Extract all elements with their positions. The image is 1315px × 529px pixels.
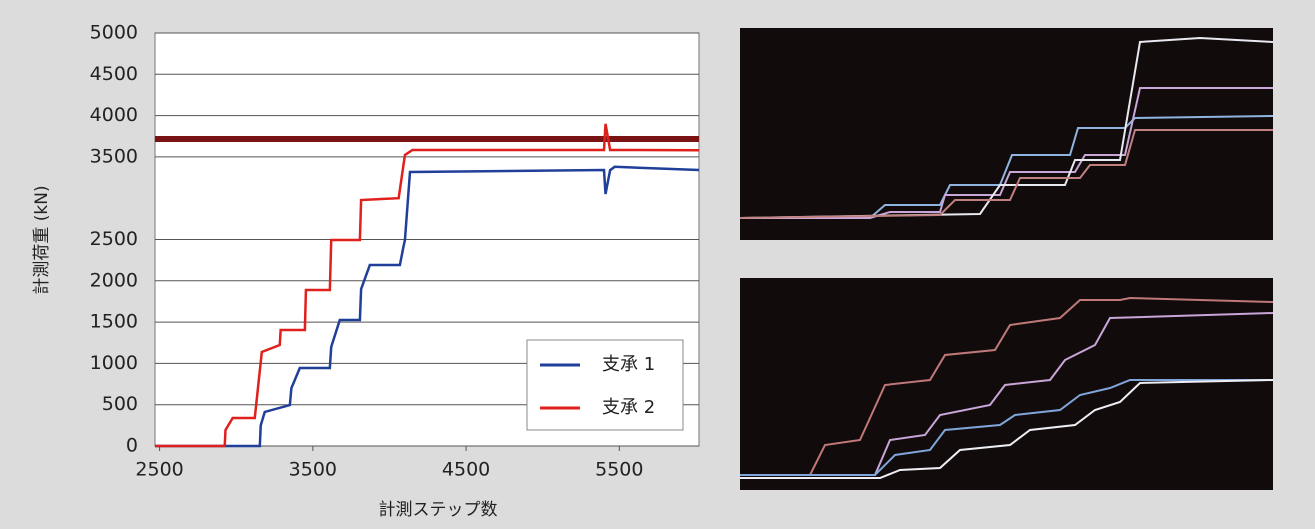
x-tick-label: 5500 bbox=[595, 459, 643, 481]
legend-label: 支承 2 bbox=[602, 397, 655, 418]
y-tick-label: 500 bbox=[102, 393, 138, 415]
photo-trace bbox=[740, 296, 1274, 476]
y-tick-label: 4500 bbox=[90, 63, 138, 85]
y-axis-title: 計測荷重 (kN) bbox=[32, 185, 52, 294]
photo-trace bbox=[739, 129, 1273, 219]
legend-label: 支承 1 bbox=[602, 354, 655, 375]
photo-trace bbox=[740, 379, 1273, 476]
y-tick-label: 3500 bbox=[90, 145, 138, 167]
photo-trace bbox=[740, 312, 1274, 476]
x-tick-label: 2500 bbox=[135, 459, 183, 481]
photo-trace bbox=[740, 87, 1273, 219]
photo-trace bbox=[740, 379, 1274, 479]
y-tick-label: 1000 bbox=[90, 352, 138, 374]
x-tick-label: 4500 bbox=[442, 459, 490, 481]
marks bbox=[155, 32, 700, 448]
photo-top bbox=[740, 28, 1273, 240]
series-line bbox=[155, 165, 700, 448]
x-tick-label: 3500 bbox=[289, 459, 337, 481]
y-tick-label: 5000 bbox=[90, 22, 138, 44]
y-tick-label: 2500 bbox=[90, 228, 138, 250]
y-tick-label: 0 bbox=[126, 435, 138, 457]
y-tick-label: 1500 bbox=[90, 311, 138, 333]
photo-trace bbox=[739, 36, 1274, 219]
legend-box bbox=[526, 339, 684, 431]
y-tick-label: 4000 bbox=[90, 104, 138, 126]
x-axis-title: 計測ステップ数 bbox=[379, 500, 498, 520]
series-line bbox=[155, 123, 700, 448]
y-tick-label: 2000 bbox=[90, 269, 138, 291]
